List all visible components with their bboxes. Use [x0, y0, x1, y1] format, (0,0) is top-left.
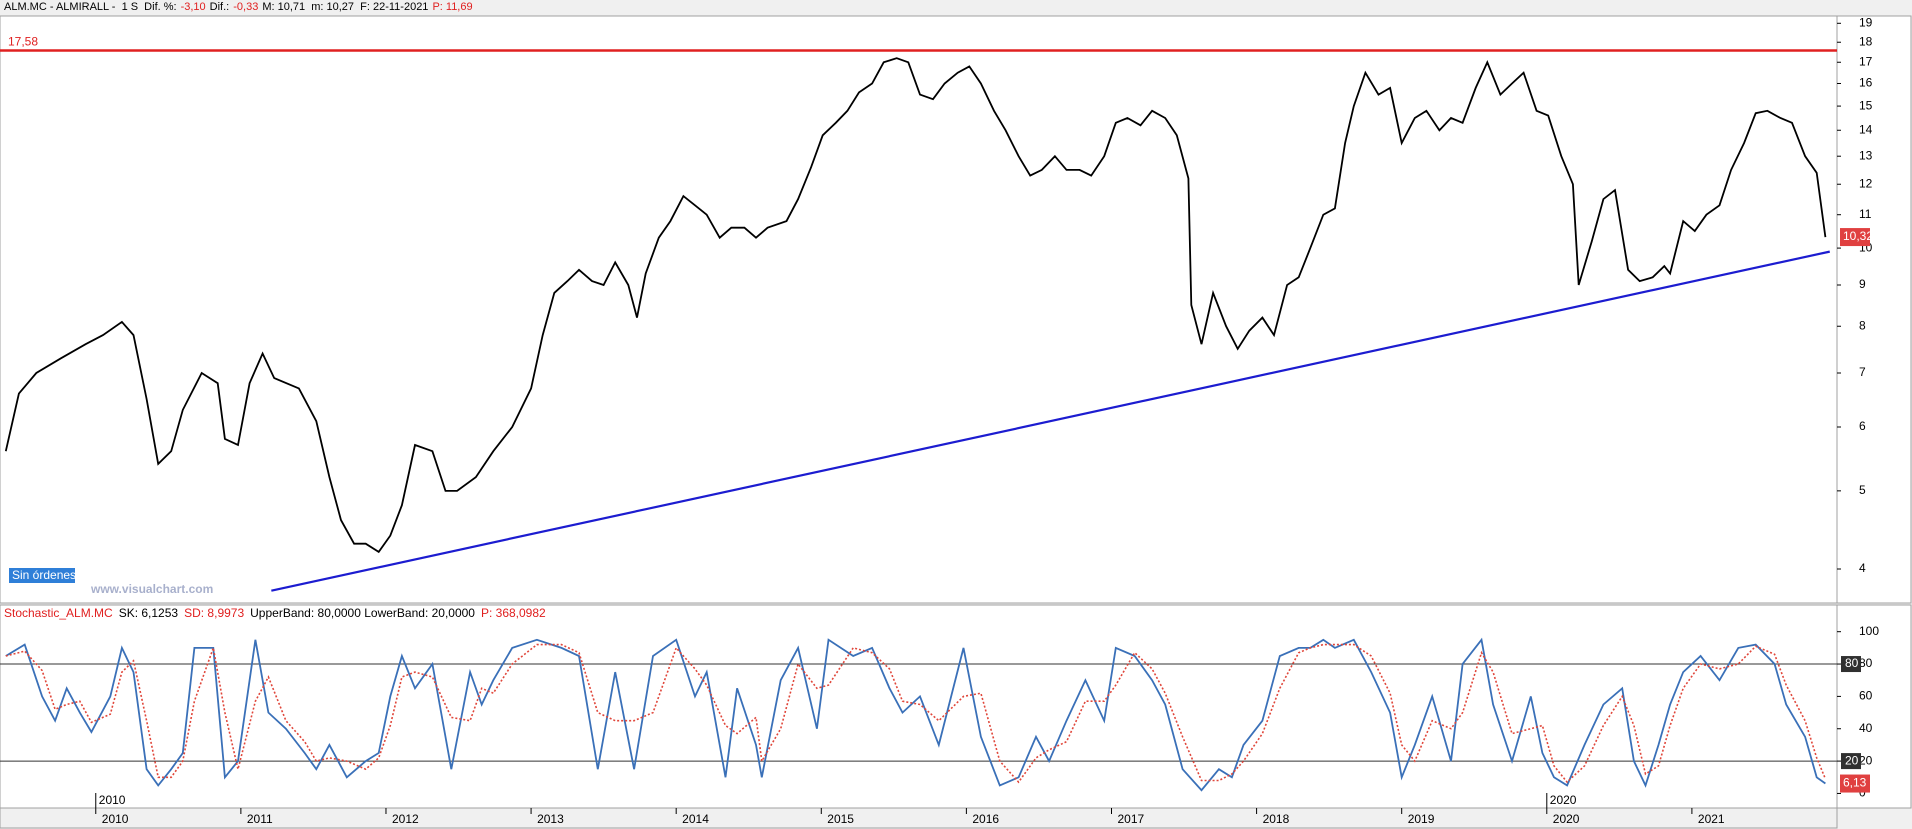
series-line	[5, 643, 1827, 784]
header: ALM.MC - ALMIRALL - 1 S Dif. %: -3,10 Dif.…	[0, 0, 1912, 15]
watermark: www.visualchart.com	[90, 582, 213, 596]
indicator-header: SD: 8,9973	[184, 606, 244, 620]
y-tick-label: 8	[1859, 318, 1866, 332]
x-tick-label: 2020	[1553, 812, 1580, 826]
panel	[0, 15, 1838, 604]
last-value-label: 6,13	[1843, 776, 1867, 790]
indicator-header: SK: 6,1253	[119, 606, 179, 620]
y-tick-label: 17	[1859, 54, 1873, 68]
series-line	[5, 637, 1826, 792]
y-tick-label: 12	[1859, 176, 1873, 190]
panel	[0, 604, 1838, 809]
y-tick-label: 13	[1859, 148, 1873, 162]
orders-badge-label: Sin órdenes	[12, 568, 76, 582]
x-tick-label: 2015	[827, 812, 854, 826]
y-tick-label: 20	[1859, 753, 1873, 767]
band-label-box	[1841, 753, 1861, 770]
time-axis	[0, 807, 1838, 829]
y-tick-label: 100	[1859, 624, 1879, 638]
axis-panel	[1836, 15, 1912, 604]
x-decade-label: 2010	[99, 793, 126, 807]
header-field: Dif.:	[209, 1, 230, 13]
header-field: ALM.MC - ALMIRALL - 1 S Dif. %:	[4, 1, 177, 13]
x-tick-label: 2011	[247, 812, 273, 826]
y-tick-label: 19	[1859, 15, 1873, 29]
x-tick-label: 2012	[392, 812, 419, 826]
header-field: -3,10	[180, 1, 206, 13]
y-tick-label: 15	[1859, 98, 1873, 112]
resistance-label: 17,58	[8, 35, 38, 49]
orders-badge	[9, 568, 75, 583]
y-tick-label: 9	[1859, 277, 1866, 291]
x-tick-label: 2010	[102, 812, 129, 826]
x-tick-label: 2019	[1408, 812, 1435, 826]
y-tick-label: 7	[1859, 365, 1866, 379]
x-tick-label: 2013	[537, 812, 564, 826]
x-decade-label: 2020	[1550, 793, 1577, 807]
band-label: 80	[1845, 656, 1859, 670]
indicator-header: Stochastic_ALM.MC	[4, 606, 113, 620]
x-tick-label: 2018	[1263, 812, 1290, 826]
y-tick-label: 6	[1859, 419, 1866, 433]
x-tick-label: 2016	[972, 812, 999, 826]
last-value-box	[1840, 228, 1870, 247]
header-field: -0,33	[233, 1, 259, 13]
band-label: 20	[1845, 753, 1859, 767]
series-line	[4, 57, 1827, 554]
indicator-header: UpperBand: 80,0000 LowerBand: 20,0000	[250, 606, 475, 620]
x-tick-label: 2014	[682, 812, 709, 826]
y-tick-label: 11	[1859, 207, 1872, 221]
last-value-box	[1840, 774, 1870, 793]
trendline	[271, 250, 1830, 592]
y-tick-label: 60	[1859, 689, 1873, 703]
y-tick-label: 80	[1859, 656, 1873, 670]
y-tick-label: 14	[1859, 122, 1873, 136]
y-tick-label: 16	[1859, 76, 1873, 90]
band-label-box	[1841, 656, 1861, 673]
axis-panel	[1836, 604, 1912, 809]
y-tick-label: 18	[1859, 34, 1873, 48]
header-field: P: 11,69	[432, 1, 473, 13]
y-tick-label: 4	[1859, 561, 1866, 575]
header-field: M: 10,71 m: 10,27 F: 22-11-2021	[262, 1, 429, 13]
x-tick-label: 2021	[1698, 812, 1725, 826]
indicator-header: P: 368,0982	[481, 606, 546, 620]
y-tick-label: 0	[1859, 786, 1866, 800]
x-tick-label: 2017	[1117, 812, 1144, 826]
y-tick-label: 40	[1859, 721, 1873, 735]
last-value-label: 10,32	[1843, 229, 1873, 243]
y-tick-label: 5	[1859, 483, 1866, 497]
